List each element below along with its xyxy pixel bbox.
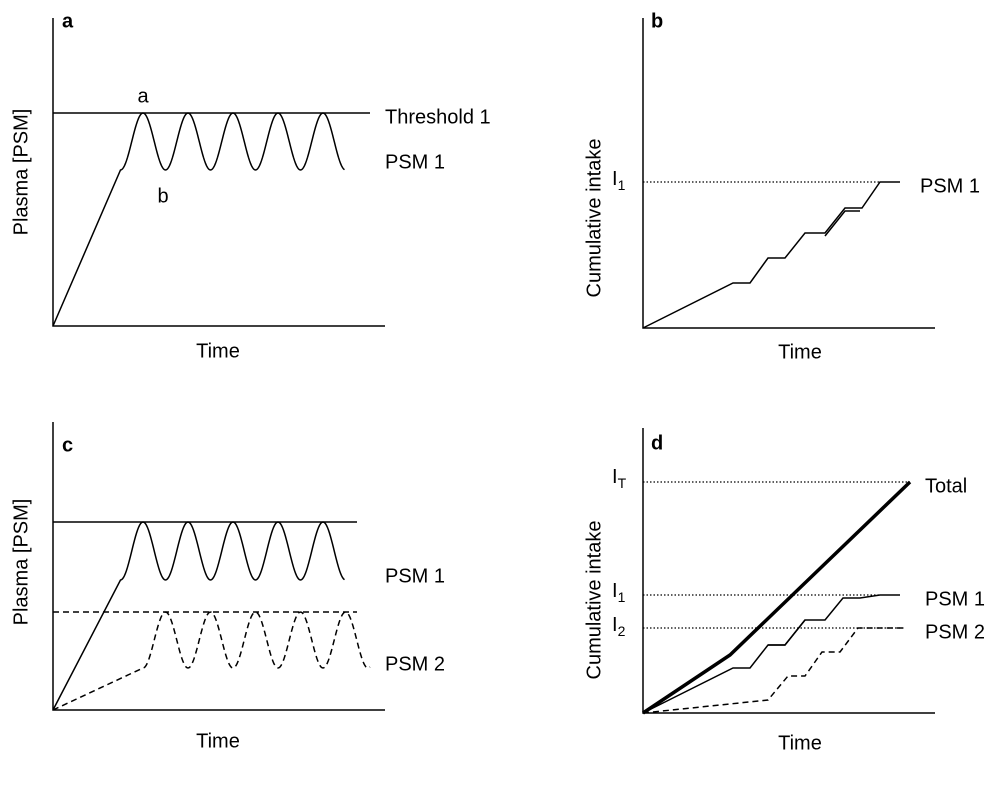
panel-a: a a b Threshold 1 PSM 1 Plasma [PSM] Tim… bbox=[10, 10, 490, 362]
level-sub: 1 bbox=[618, 177, 626, 193]
level-main: I bbox=[612, 580, 618, 602]
level-main: I bbox=[612, 168, 618, 190]
annotation: Threshold 1 bbox=[385, 106, 491, 128]
x-axis-label: Time bbox=[778, 732, 822, 754]
level-sub: 1 bbox=[618, 589, 626, 605]
y-axis-label: Cumulative intake bbox=[583, 521, 605, 680]
plasma-curve bbox=[52, 611, 371, 711]
annotation: PSM 1 bbox=[925, 588, 985, 610]
panel-b: b I1 PSM 1 Cumulative intake Time bbox=[583, 10, 980, 363]
intake-curve bbox=[642, 627, 905, 714]
panel-label: c bbox=[62, 434, 73, 456]
annotation: PSM 1 bbox=[920, 175, 980, 197]
level-label: I1 bbox=[612, 168, 626, 192]
total-curve bbox=[642, 480, 912, 715]
y-axis-label: Plasma [PSM] bbox=[10, 109, 32, 236]
level-label: I2 bbox=[612, 614, 626, 638]
x-axis-label: Time bbox=[196, 340, 240, 362]
y-axis-label: Cumulative intake bbox=[583, 139, 605, 298]
panel-label: d bbox=[651, 432, 663, 454]
panel-label: b bbox=[651, 10, 663, 32]
annotation: PSM 1 bbox=[385, 565, 445, 587]
x-axis-label: Time bbox=[196, 730, 240, 752]
panel-label: a bbox=[62, 10, 74, 32]
axes bbox=[52, 18, 385, 327]
axes bbox=[52, 422, 385, 711]
intake-curve bbox=[824, 210, 860, 237]
level-sub: 2 bbox=[618, 623, 626, 639]
annotation: PSM 2 bbox=[385, 653, 445, 675]
plasma-curve bbox=[52, 112, 345, 327]
trough-label: b bbox=[157, 185, 168, 207]
panel-c: c PSM 1 PSM 2 Plasma [PSM] Time bbox=[10, 422, 445, 752]
y-axis-label: Plasma [PSM] bbox=[10, 499, 32, 626]
peak-label: a bbox=[137, 85, 149, 107]
x-axis-label: Time bbox=[778, 341, 822, 363]
panel-d: d IT I1 I2 Total PSM 1 PSM 2 Cumulative … bbox=[583, 428, 985, 754]
level-sub: T bbox=[618, 475, 627, 491]
level-main: I bbox=[612, 614, 618, 636]
plasma-curve bbox=[52, 521, 345, 711]
annotation: PSM 2 bbox=[925, 621, 985, 643]
intake-curve bbox=[642, 181, 900, 329]
level-label: IT bbox=[612, 466, 627, 490]
intake-curve bbox=[768, 619, 806, 646]
annotation: Total bbox=[925, 475, 967, 497]
axes bbox=[642, 18, 935, 329]
annotation: PSM 1 bbox=[385, 151, 445, 173]
level-main: I bbox=[612, 466, 618, 488]
level-label: I1 bbox=[612, 580, 626, 604]
axes bbox=[642, 428, 935, 714]
